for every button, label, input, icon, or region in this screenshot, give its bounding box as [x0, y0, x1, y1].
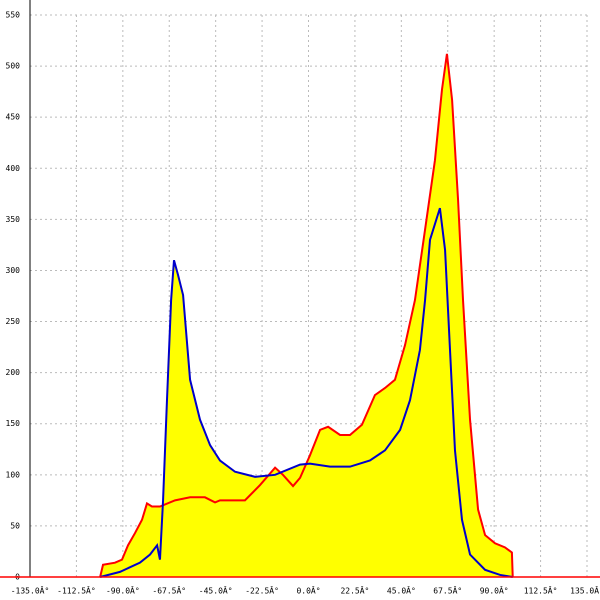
y-tick-label: 300	[6, 266, 21, 275]
y-tick-label: 400	[6, 164, 21, 173]
area-fill	[100, 208, 513, 577]
y-tick-label: 100	[6, 470, 21, 479]
x-tick-label: 67.5Â°	[433, 585, 462, 596]
y-tick-label: 500	[6, 62, 21, 71]
series-line	[99, 53, 514, 578]
x-tick-label: 22.5Â°	[340, 585, 369, 596]
x-tick-label: 0.0Â°	[296, 585, 320, 596]
x-tick-label: -90.0Â°	[106, 585, 140, 596]
x-tick-label: 112.5Â°	[524, 585, 558, 596]
y-tick-label: 550	[6, 11, 21, 20]
x-tick-label: 90.0Â°	[480, 585, 509, 596]
y-tick-label: 450	[6, 113, 21, 122]
y-tick-label: 250	[6, 317, 21, 326]
x-tick-label: -45.0Â°	[199, 585, 233, 596]
y-tick-label: 350	[6, 215, 21, 224]
x-tick-label: 45.0Â°	[387, 585, 416, 596]
x-tick-label: -112.5Â°	[57, 585, 96, 596]
y-tick-label: 200	[6, 368, 21, 377]
series-line	[99, 207, 513, 578]
y-tick-label: 50	[10, 521, 20, 530]
y-tick-label: 150	[6, 419, 21, 428]
x-tick-label: -135.0Â°	[11, 585, 50, 596]
x-tick-label: 135.0Â°	[570, 585, 600, 596]
x-tick-label: -67.5Â°	[152, 585, 186, 596]
x-tick-label: -22.5Â°	[245, 585, 279, 596]
